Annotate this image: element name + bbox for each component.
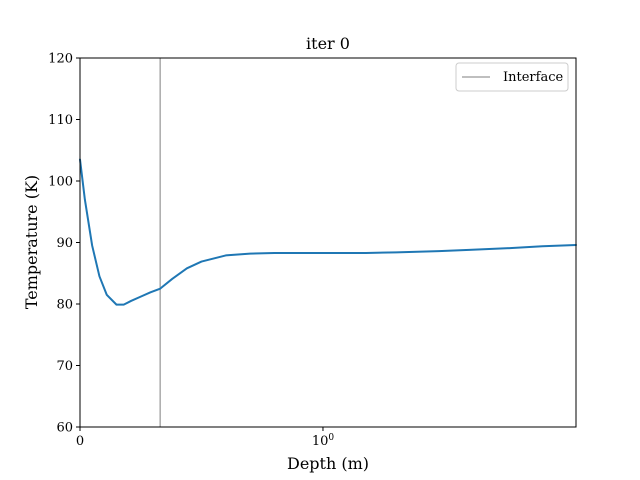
x-tick-exponent-1: 0 xyxy=(328,433,334,443)
y-tick-label-60: 60 xyxy=(56,421,73,436)
x-axis-label: Depth (m) xyxy=(287,454,369,473)
y-axis-label: Temperature (K) xyxy=(22,175,41,309)
chart-title: iter 0 xyxy=(306,34,350,53)
x-tick-label-1: 100 xyxy=(312,433,335,449)
y-tick-label-70: 70 xyxy=(56,359,73,374)
y-tick-label-90: 90 xyxy=(56,236,73,251)
y-tick-label-110: 110 xyxy=(48,113,73,128)
legend-interface-label: Interface xyxy=(503,70,563,85)
legend-box xyxy=(455,62,569,92)
y-tick-label-80: 80 xyxy=(56,298,73,313)
series-line-0 xyxy=(79,158,577,306)
legend: Interface xyxy=(455,62,569,92)
y-tick-label-120: 120 xyxy=(48,52,73,67)
plot-frame xyxy=(79,57,577,428)
y-tick-label-100: 100 xyxy=(48,175,73,190)
x-tick-label-0: 0 xyxy=(76,434,84,449)
